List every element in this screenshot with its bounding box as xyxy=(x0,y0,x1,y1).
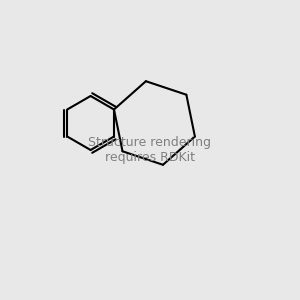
Text: Structure rendering
requires RDKit: Structure rendering requires RDKit xyxy=(88,136,212,164)
